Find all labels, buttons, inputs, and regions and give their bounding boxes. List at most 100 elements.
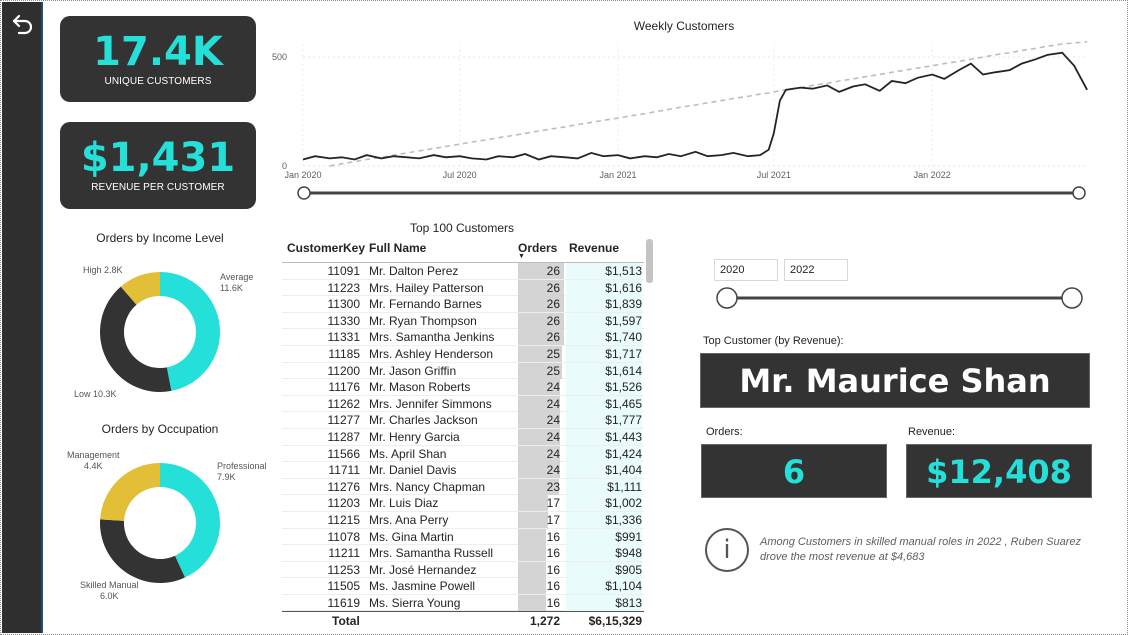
cell-customer-key: 11287 bbox=[327, 429, 360, 444]
cell-revenue: $905 bbox=[615, 562, 642, 577]
cell-orders: 24 bbox=[546, 463, 560, 478]
x-tick-label: Jan 2020 bbox=[284, 170, 321, 180]
cell-full-name: Mr. José Hernandez bbox=[369, 562, 477, 577]
table-row[interactable]: 11185 Mrs. Ashley Henderson 25 $1,717 bbox=[282, 345, 644, 363]
cell-revenue: $948 bbox=[615, 546, 642, 561]
cell-full-name: Mr. Jason Griffin bbox=[369, 363, 457, 378]
table-row[interactable]: 11203 Mr. Luis Diaz 17 $1,002 bbox=[282, 495, 644, 512]
cell-customer-key: 11300 bbox=[327, 297, 360, 312]
x-tick-label: Jul 2021 bbox=[757, 170, 791, 180]
label-name: High bbox=[83, 265, 102, 275]
cell-revenue: $1,740 bbox=[605, 330, 642, 345]
revenue-cell-bg bbox=[566, 296, 642, 313]
donut-slice-average[interactable] bbox=[160, 272, 220, 391]
table-title: Top 100 Customers bbox=[409, 221, 515, 235]
table-row[interactable]: 11211 Mrs. Samantha Russell 16 $948 bbox=[282, 545, 644, 562]
donut-slice-management[interactable] bbox=[100, 463, 160, 521]
cell-orders: 26 bbox=[546, 280, 560, 295]
table-row[interactable]: 11330 Mr. Ryan Thompson 26 $1,597 bbox=[282, 312, 644, 330]
revenue-cell-bg bbox=[566, 545, 642, 562]
cell-customer-key: 11185 bbox=[328, 346, 360, 361]
revenue-label: Revenue: bbox=[908, 426, 956, 438]
weekly-chart-title: Weekly Customers bbox=[633, 19, 735, 33]
kpi-unique-customers: 17.4K UNIQUE CUSTOMERS bbox=[60, 16, 256, 102]
cell-customer-key: 11276 bbox=[327, 479, 360, 494]
slider-handle-start[interactable] bbox=[716, 287, 738, 309]
table-row[interactable]: 11078 Ms. Gina Martin 16 $991 bbox=[282, 528, 644, 546]
header-full-name[interactable]: Full Name bbox=[369, 241, 427, 255]
revenue-cell-bg bbox=[566, 279, 642, 296]
table-row[interactable]: 11331 Mrs. Samantha Jenkins 26 $1,740 bbox=[282, 329, 644, 346]
table-row[interactable]: 11200 Mr. Jason Griffin 25 $1,614 bbox=[282, 362, 644, 380]
table-row[interactable]: 11253 Mr. José Hernandez 16 $905 bbox=[282, 561, 644, 579]
cell-customer-key: 11203 bbox=[327, 496, 360, 511]
header-revenue[interactable]: Revenue bbox=[569, 241, 620, 255]
cell-customer-key: 11223 bbox=[327, 280, 360, 295]
cell-full-name: Ms. Sierra Young bbox=[369, 595, 461, 610]
donut-slice-skilled-manual[interactable] bbox=[100, 519, 185, 583]
table-row[interactable]: 11566 Ms. April Shan 24 $1,424 bbox=[282, 445, 644, 463]
cell-full-name: Ms. April Shan bbox=[369, 446, 447, 461]
revenue-cell-bg bbox=[566, 561, 642, 578]
donut-slice-high[interactable] bbox=[120, 272, 160, 305]
revenue-cell-bg bbox=[566, 345, 642, 362]
donut-slice-low[interactable] bbox=[100, 286, 172, 392]
cell-revenue: $991 bbox=[615, 529, 642, 544]
table-row[interactable]: 11215 Mrs. Ana Perry 17 $1,336 bbox=[282, 511, 644, 529]
slider-handle-end[interactable] bbox=[1061, 287, 1083, 309]
orders-bar bbox=[518, 296, 564, 313]
table-row[interactable]: 11287 Mr. Henry Garcia 24 $1,443 bbox=[282, 428, 644, 446]
orders-bar bbox=[518, 395, 560, 412]
cell-full-name: Ms. Jasmine Powell bbox=[369, 579, 476, 594]
range-handle-start[interactable] bbox=[297, 186, 311, 200]
table-row[interactable]: 11091 Mr. Dalton Perez 26 $1,513 bbox=[282, 263, 644, 280]
kpi-value: 17.4K bbox=[93, 29, 223, 75]
label-name: Low bbox=[74, 389, 91, 399]
date-range-slider[interactable] bbox=[713, 285, 1089, 311]
cell-customer-key: 11211 bbox=[328, 546, 360, 561]
date-start-input[interactable]: 2020 bbox=[714, 259, 778, 281]
label-value: 10.3K bbox=[93, 389, 117, 399]
range-handle-end[interactable] bbox=[1072, 186, 1086, 200]
table-row[interactable]: 11223 Mrs. Hailey Patterson 26 $1,616 bbox=[282, 279, 644, 297]
header-customer-key[interactable]: CustomerKey bbox=[287, 241, 366, 255]
cell-full-name: Mrs. Hailey Patterson bbox=[369, 280, 484, 295]
cell-customer-key: 11505 bbox=[327, 579, 360, 594]
date-end-input[interactable]: 2022 bbox=[784, 259, 848, 281]
table-row[interactable]: 11277 Mr. Charles Jackson 24 $1,777 bbox=[282, 412, 644, 429]
revenue-cell-bg bbox=[566, 462, 642, 479]
header-orders[interactable]: Orders bbox=[518, 241, 558, 255]
table-row[interactable]: 11262 Mrs. Jennifer Simmons 24 $1,465 bbox=[282, 395, 644, 413]
cell-full-name: Mrs. Ana Perry bbox=[369, 512, 449, 527]
table-row[interactable]: 11176 Mr. Mason Roberts 24 $1,526 bbox=[282, 379, 644, 396]
cell-orders: 25 bbox=[546, 346, 560, 361]
orders-bar bbox=[518, 478, 559, 495]
label-name: Management bbox=[67, 450, 120, 460]
table-body: 11091 Mr. Dalton Perez 26 $1,513 11223 Mrs. H… bbox=[282, 263, 644, 612]
back-arrow-icon[interactable] bbox=[10, 11, 36, 37]
table-row[interactable]: 11619 Ms. Sierra Young 16 $813 bbox=[282, 594, 644, 612]
cell-revenue: $1,717 bbox=[605, 346, 642, 361]
insight-text: Among Customers in skilled manual roles … bbox=[760, 536, 1081, 563]
table-row[interactable]: 11711 Mr. Daniel Davis 24 $1,404 bbox=[282, 462, 644, 479]
revenue-cell-bg bbox=[566, 478, 642, 495]
cell-full-name: Mrs. Ashley Henderson bbox=[369, 346, 494, 361]
cell-full-name: Mr. Mason Roberts bbox=[369, 380, 471, 395]
cell-customer-key: 11330 bbox=[327, 313, 360, 328]
y-tick-label: 500 bbox=[272, 52, 287, 62]
cell-orders: 26 bbox=[546, 330, 560, 345]
cell-orders: 16 bbox=[546, 595, 560, 610]
cell-orders: 25 bbox=[546, 363, 560, 378]
cell-orders: 16 bbox=[546, 562, 560, 577]
table-row[interactable]: 11300 Mr. Fernando Barnes 26 $1,839 bbox=[282, 296, 644, 313]
table-row[interactable]: 11276 Mrs. Nancy Chapman 23 $1,111 bbox=[282, 478, 644, 496]
donut-slice-professional[interactable] bbox=[160, 463, 220, 578]
cell-customer-key: 11566 bbox=[327, 446, 360, 461]
cell-full-name: Mr. Daniel Davis bbox=[369, 463, 457, 478]
cell-revenue: $1,616 bbox=[605, 280, 642, 295]
table-scrollbar[interactable] bbox=[646, 239, 653, 283]
cell-full-name: Mr. Charles Jackson bbox=[369, 413, 478, 428]
kpi-value: $1,431 bbox=[80, 135, 236, 181]
table-row[interactable]: 11505 Ms. Jasmine Powell 16 $1,104 bbox=[282, 578, 644, 595]
